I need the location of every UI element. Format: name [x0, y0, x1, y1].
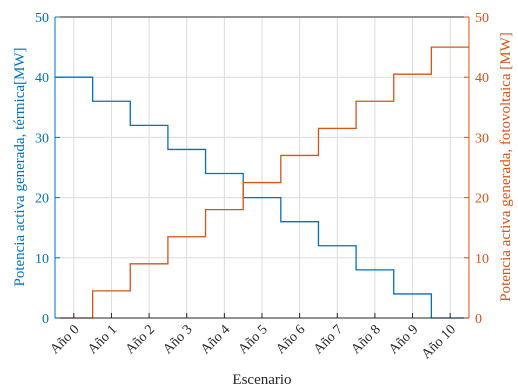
right-y-axis-label: Potencia activa generada, fotovoltaica [… — [498, 32, 514, 301]
x-axis-label: Escenario — [232, 372, 291, 388]
series-group — [55, 46, 469, 319]
left-tick-label-2: 20 — [35, 192, 49, 207]
x-tick-label-4: Año 4 — [198, 322, 233, 357]
x-tick-label-3: Año 3 — [160, 322, 195, 357]
x-tick-label-6: Año 6 — [273, 322, 308, 357]
grid — [55, 16, 469, 319]
right-tick-label-4: 40 — [475, 71, 489, 86]
left-tick-label-5: 50 — [35, 11, 49, 26]
right-tick-label-0: 0 — [475, 312, 482, 327]
right-tick-label-3: 30 — [475, 131, 489, 146]
x-tick-label-0: Año 0 — [48, 322, 83, 357]
x-tick-labels: Año 0 Año 1 Año 2 Año 3 Año 4 Año 5 Año 6 Año 7… — [48, 322, 459, 362]
x-tick-label-7: Año 7 — [311, 322, 346, 357]
right-tick-label-5: 50 — [475, 11, 489, 26]
right-tick-label-1: 10 — [475, 252, 489, 267]
right-tick-labels: 0 10 20 30 40 50 — [475, 11, 489, 327]
x-tick-label-5: Año 5 — [236, 322, 271, 357]
x-tick-label-10: Año 10 — [419, 322, 459, 362]
x-tick-label-2: Año 2 — [123, 322, 158, 357]
left-tick-labels: 0 10 20 30 40 50 — [35, 11, 49, 327]
x-tick-label-9: Año 9 — [386, 322, 421, 357]
x-tick-label-8: Año 8 — [349, 322, 384, 357]
left-tick-label-4: 40 — [35, 71, 49, 86]
left-tick-label-0: 0 — [42, 312, 49, 327]
left-tick-label-1: 10 — [35, 252, 49, 267]
right-tick-label-2: 20 — [475, 192, 489, 207]
left-tick-label-3: 30 — [35, 131, 49, 146]
left-y-axis-label: Potencia activa generada, térmica[MW] — [12, 47, 28, 286]
series-line-left — [55, 76, 469, 319]
x-tick-label-1: Año 1 — [85, 322, 120, 357]
axes — [54, 16, 470, 319]
series-line-right — [55, 46, 469, 319]
